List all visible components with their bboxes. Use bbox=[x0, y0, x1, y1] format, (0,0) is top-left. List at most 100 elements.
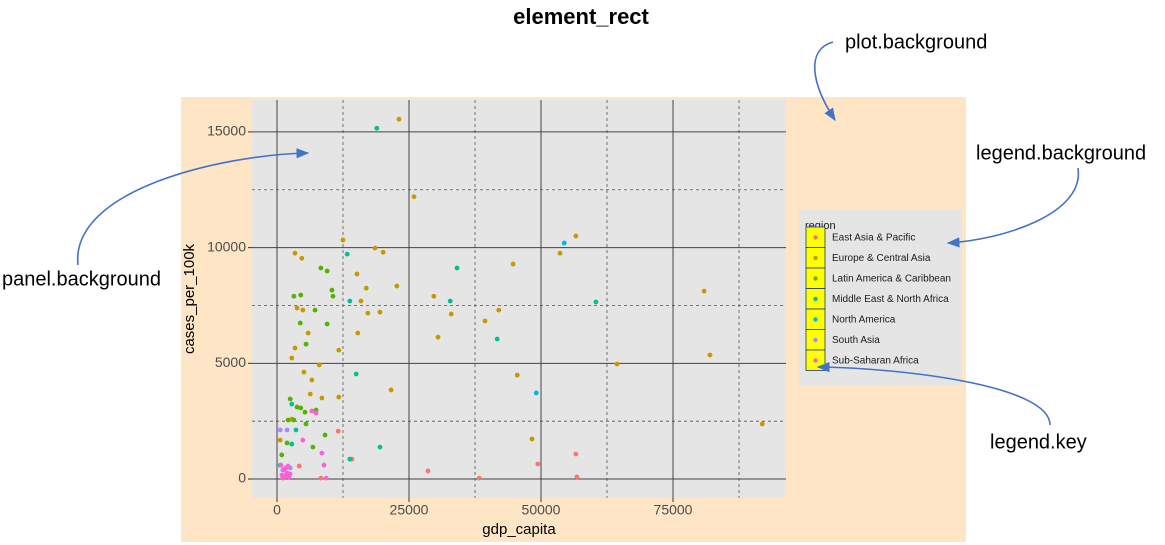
point bbox=[454, 265, 460, 271]
point bbox=[322, 432, 328, 438]
legend-marker bbox=[813, 235, 818, 240]
point bbox=[318, 265, 324, 271]
point bbox=[411, 194, 417, 200]
point bbox=[593, 299, 599, 305]
point bbox=[336, 394, 342, 400]
point bbox=[309, 377, 315, 383]
point bbox=[374, 125, 380, 131]
point bbox=[707, 352, 713, 358]
point bbox=[323, 475, 329, 481]
point bbox=[302, 409, 308, 415]
point bbox=[305, 330, 311, 336]
annotation: legend.background bbox=[976, 142, 1146, 164]
point bbox=[496, 307, 502, 313]
arrow bbox=[946, 167, 1079, 248]
x-axis-label: gdp_capita bbox=[482, 521, 556, 538]
point bbox=[298, 292, 304, 298]
legend-label: Latin America & Caribbean bbox=[832, 274, 951, 285]
panel-background bbox=[252, 100, 786, 498]
point bbox=[394, 283, 400, 289]
point bbox=[307, 391, 313, 397]
point bbox=[284, 440, 290, 446]
point bbox=[277, 427, 283, 433]
point bbox=[309, 408, 315, 414]
point bbox=[347, 298, 353, 304]
point bbox=[298, 405, 304, 411]
point bbox=[529, 436, 535, 442]
point bbox=[372, 245, 378, 251]
point bbox=[289, 355, 295, 361]
point bbox=[365, 310, 371, 316]
point bbox=[292, 345, 298, 351]
point bbox=[448, 311, 454, 317]
point bbox=[319, 450, 325, 456]
point bbox=[614, 361, 620, 367]
point bbox=[287, 396, 293, 402]
point bbox=[296, 463, 302, 469]
legend-marker bbox=[813, 276, 818, 281]
point bbox=[294, 404, 300, 410]
point bbox=[759, 421, 765, 427]
point bbox=[431, 293, 437, 299]
point bbox=[293, 427, 299, 433]
legend-label: Sub-Saharan Africa bbox=[832, 356, 919, 367]
point bbox=[277, 437, 283, 443]
point bbox=[289, 401, 295, 407]
legend-marker bbox=[813, 296, 818, 302]
x-tick-label: 75000 bbox=[654, 502, 693, 518]
point bbox=[303, 341, 309, 347]
point bbox=[701, 288, 707, 294]
legend-marker bbox=[813, 337, 818, 343]
point bbox=[292, 250, 298, 256]
point bbox=[300, 307, 306, 313]
point bbox=[358, 298, 364, 304]
point bbox=[303, 421, 309, 427]
annotation: plot.background bbox=[845, 31, 987, 53]
point bbox=[377, 309, 383, 315]
legend-marker bbox=[813, 317, 818, 322]
arrow bbox=[816, 362, 1051, 426]
point bbox=[300, 437, 306, 443]
x-tick-label: 0 bbox=[273, 502, 281, 518]
point bbox=[335, 428, 341, 434]
point bbox=[380, 249, 386, 255]
point bbox=[336, 347, 342, 353]
point bbox=[347, 456, 353, 462]
point bbox=[321, 462, 327, 468]
point bbox=[291, 293, 297, 299]
point bbox=[319, 395, 325, 401]
point bbox=[344, 251, 350, 257]
y-tick-label: 5000 bbox=[215, 354, 246, 370]
point bbox=[355, 330, 361, 336]
point bbox=[396, 116, 402, 122]
point bbox=[476, 475, 482, 481]
point bbox=[447, 298, 453, 304]
point bbox=[312, 307, 318, 313]
point bbox=[514, 372, 520, 378]
point bbox=[363, 285, 369, 291]
x-tick-label: 50000 bbox=[522, 502, 561, 518]
point bbox=[377, 444, 383, 450]
point bbox=[510, 261, 516, 267]
point bbox=[330, 293, 336, 299]
annotation: legend.key bbox=[990, 431, 1087, 453]
point bbox=[278, 462, 284, 468]
y-tick-label: 10000 bbox=[207, 238, 246, 254]
legend-label: East Asia & Pacific bbox=[832, 233, 915, 244]
chart-title: element_rect bbox=[513, 4, 649, 29]
point bbox=[573, 451, 579, 457]
point bbox=[574, 474, 580, 480]
annotation: panel.background bbox=[2, 268, 161, 290]
point bbox=[435, 334, 441, 340]
point bbox=[535, 461, 541, 467]
legend-marker bbox=[813, 255, 818, 261]
point bbox=[353, 371, 359, 377]
y-tick-label: 15000 bbox=[207, 123, 246, 139]
point bbox=[557, 250, 563, 256]
point bbox=[573, 233, 579, 239]
arrow bbox=[77, 148, 310, 266]
point bbox=[301, 369, 307, 375]
point bbox=[425, 468, 431, 474]
point bbox=[285, 463, 291, 469]
